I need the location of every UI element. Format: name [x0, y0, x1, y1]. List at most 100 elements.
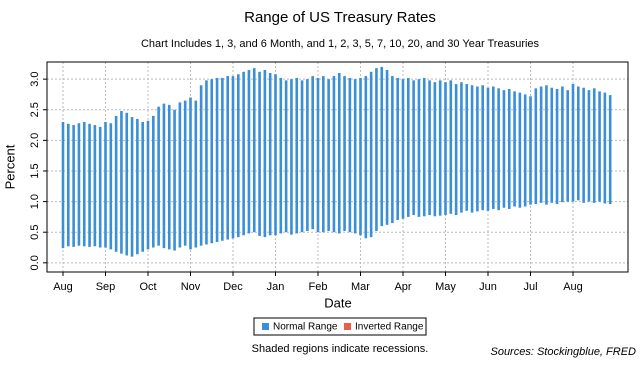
range-bar [438, 80, 442, 216]
range-bar [67, 123, 70, 247]
x-tick-label: Jan [267, 281, 285, 293]
x-tick-label: Aug [563, 281, 583, 293]
range-bar [120, 110, 123, 254]
x-tick-label: Sep [96, 281, 116, 293]
range-bar [353, 79, 357, 234]
x-tick-label: Oct [139, 281, 156, 293]
range-bar [157, 106, 160, 246]
range-bar [316, 77, 320, 233]
range-bar [199, 85, 203, 246]
range-bar [167, 104, 171, 250]
range-bar [311, 76, 314, 230]
range-bar [369, 71, 373, 238]
range-bar [295, 77, 299, 234]
range-bar [592, 88, 596, 203]
range-bar [290, 79, 293, 235]
range-bar [417, 79, 421, 217]
range-bar [587, 90, 591, 202]
range-bar [598, 91, 601, 202]
range-bar [337, 73, 341, 234]
range-bar [226, 76, 229, 240]
range-bar [258, 71, 261, 236]
range-bar [82, 122, 86, 247]
range-bar [539, 86, 543, 203]
legend-swatch [344, 323, 351, 330]
x-tick-label: May [435, 281, 456, 293]
range-bar [162, 103, 166, 249]
range-bar [497, 88, 500, 211]
range-bar [444, 82, 447, 216]
range-bar [486, 87, 490, 211]
range-bar [98, 126, 102, 248]
range-bar [332, 76, 336, 233]
y-tick-label: 3.0 [29, 71, 41, 86]
range-bar [237, 74, 240, 238]
range-bar [61, 122, 65, 249]
range-bar [343, 76, 346, 231]
range-bar [454, 84, 458, 216]
range-bar [274, 74, 277, 236]
range-bar [428, 80, 431, 216]
note: Shaded regions indicate recessions. [252, 343, 429, 355]
range-bar [507, 88, 511, 209]
range-bar [322, 76, 325, 233]
y-tick-label: 2.0 [29, 133, 41, 148]
plot-frame [46, 61, 629, 273]
x-axis-label: Date [324, 295, 351, 310]
range-bar [359, 77, 362, 236]
range-bar [93, 125, 97, 247]
range-bar [146, 120, 150, 250]
range-bar [72, 125, 75, 247]
range-bar [561, 86, 564, 203]
range-bar [136, 118, 139, 255]
range-bar [492, 86, 495, 209]
x-tick-label: Jul [523, 281, 537, 293]
range-bar [545, 85, 548, 205]
range-bar [215, 77, 219, 242]
x-tick-label: Aug [53, 281, 73, 293]
range-bar [396, 77, 399, 220]
range-bar [481, 85, 484, 211]
legend-label: Normal Range [273, 322, 338, 333]
range-bar [306, 79, 309, 231]
x-tick-label: Nov [181, 281, 201, 293]
range-bar [173, 109, 176, 251]
range-bar [231, 76, 235, 239]
range-bar [518, 92, 522, 208]
range-bar [88, 123, 91, 247]
range-bar [247, 69, 251, 234]
y-axis-label: Percent [2, 144, 17, 189]
y-tick-label: 2.5 [29, 102, 41, 117]
range-bar [284, 80, 288, 233]
y-tick-label: 1.5 [29, 163, 41, 178]
range-bar [513, 91, 516, 207]
range-bar [555, 88, 559, 205]
range-bar [77, 123, 81, 246]
range-bar [566, 90, 569, 202]
range-bar [210, 79, 214, 244]
range-bar [407, 77, 410, 217]
range-bar [252, 68, 256, 233]
x-tick-label: Dec [223, 281, 243, 293]
range-bar [152, 115, 155, 248]
range-bar [104, 122, 107, 248]
range-bar [221, 77, 224, 241]
range-bar [109, 123, 113, 250]
source: Sources: Stockingblue, FRED [490, 346, 636, 358]
range-bar [476, 86, 479, 212]
range-bar [401, 79, 405, 219]
chart-subtitle: Chart Includes 1, 3, and 6 Month, and 1,… [141, 38, 540, 50]
range-bar [502, 90, 506, 208]
x-tick-label: Apr [394, 281, 411, 293]
range-bar [529, 96, 532, 205]
range-bar [608, 95, 612, 205]
range-bar [375, 68, 378, 231]
range-bar [391, 76, 394, 224]
range-bar [582, 87, 585, 203]
range-bar [130, 117, 134, 257]
range-bar [242, 71, 245, 236]
legend-box [253, 317, 427, 336]
range-bar [205, 80, 208, 245]
range-bar [279, 77, 283, 234]
